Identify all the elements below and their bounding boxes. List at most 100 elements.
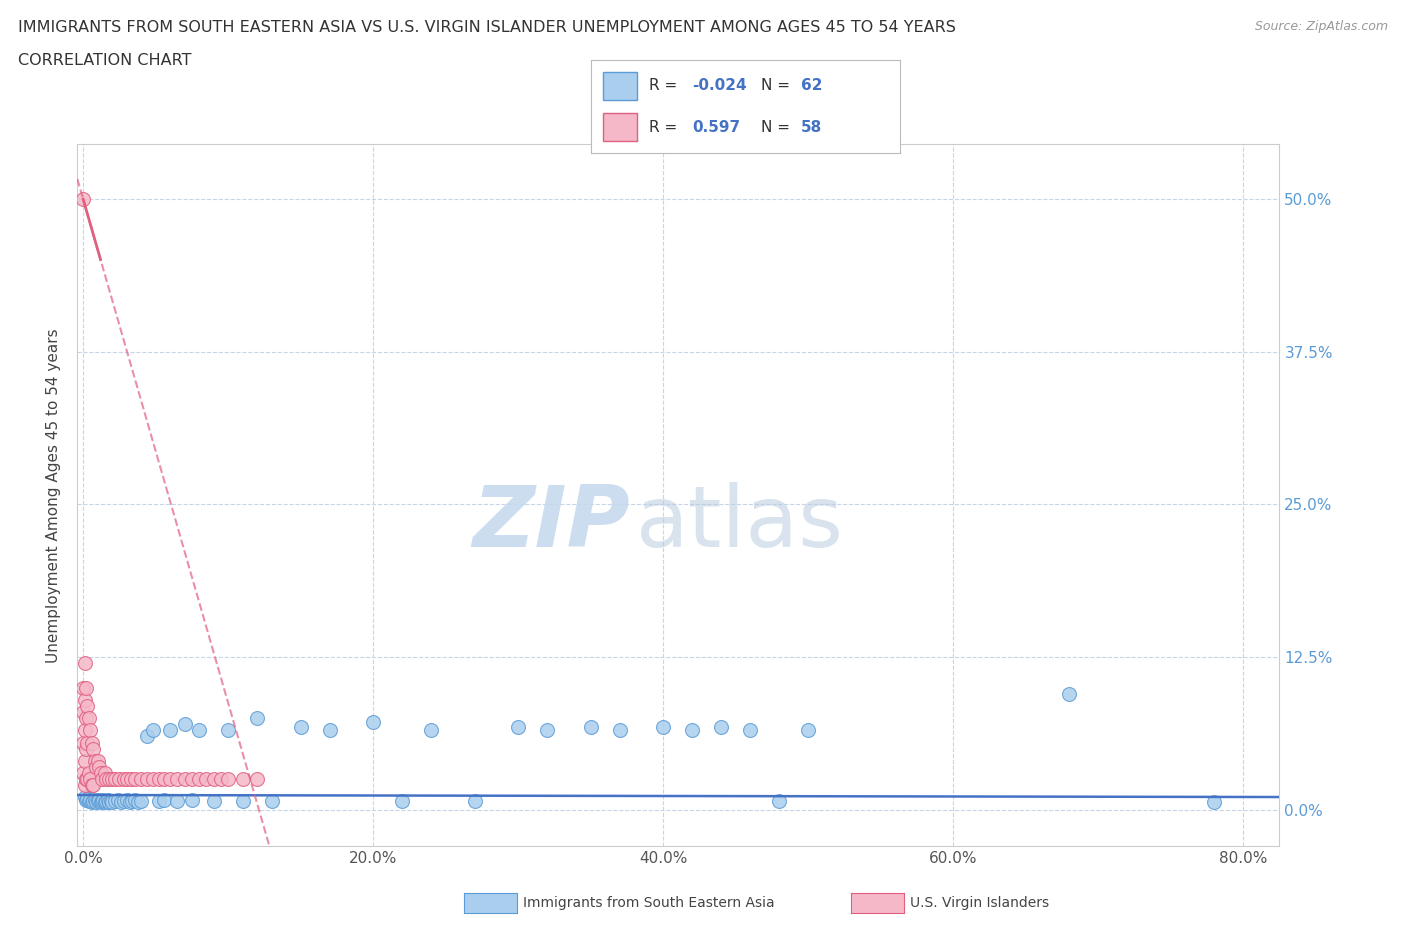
Point <box>768 793 790 808</box>
Point <box>652 719 675 734</box>
Point <box>290 719 312 734</box>
Point <box>536 723 558 737</box>
Point <box>79 792 101 807</box>
Point <box>153 772 176 787</box>
Point <box>188 723 211 737</box>
Point <box>77 765 100 780</box>
Point <box>740 723 762 737</box>
Point <box>115 772 138 787</box>
Point <box>121 793 143 808</box>
Point <box>202 772 225 787</box>
Point <box>118 795 141 810</box>
Text: Source: ZipAtlas.com: Source: ZipAtlas.com <box>1254 20 1388 33</box>
Point <box>173 772 195 787</box>
Point <box>73 753 96 768</box>
Point <box>76 735 98 750</box>
Point <box>166 772 188 787</box>
Point <box>98 795 121 810</box>
Point <box>75 680 97 695</box>
Text: Immigrants from South Eastern Asia: Immigrants from South Eastern Asia <box>523 896 775 910</box>
Point <box>82 793 104 808</box>
Point <box>107 792 129 807</box>
Point <box>104 793 127 808</box>
Point <box>91 793 114 808</box>
Text: CORRELATION CHART: CORRELATION CHART <box>18 53 191 68</box>
Point <box>73 723 96 737</box>
Point <box>361 714 384 729</box>
Point <box>96 793 118 808</box>
Point <box>84 760 107 775</box>
Point <box>166 793 188 808</box>
Point <box>260 793 283 808</box>
Text: IMMIGRANTS FROM SOUTH EASTERN ASIA VS U.S. VIRGIN ISLANDER UNEMPLOYMENT AMONG AG: IMMIGRANTS FROM SOUTH EASTERN ASIA VS U.… <box>18 20 956 35</box>
Point <box>94 765 117 780</box>
Point <box>73 777 96 792</box>
Point <box>232 793 254 808</box>
Point <box>75 792 97 807</box>
Point <box>246 772 269 787</box>
Point <box>129 772 152 787</box>
Text: 58: 58 <box>801 120 823 135</box>
Text: -0.024: -0.024 <box>693 78 747 93</box>
Point <box>100 793 122 808</box>
Point <box>82 741 104 756</box>
Point <box>72 192 94 206</box>
Point <box>79 772 101 787</box>
Point <box>1204 795 1226 810</box>
Point <box>391 793 413 808</box>
Point <box>124 772 146 787</box>
Point <box>188 772 211 787</box>
Point <box>75 741 97 756</box>
Point <box>609 723 631 737</box>
Point <box>93 792 115 807</box>
Point <box>76 791 98 806</box>
Point <box>115 792 138 807</box>
Point <box>91 772 114 787</box>
Point <box>75 711 97 725</box>
Point <box>710 719 733 734</box>
Point <box>209 772 232 787</box>
Point <box>96 772 118 787</box>
Point <box>75 772 97 787</box>
Point <box>86 793 108 808</box>
Point <box>127 795 149 810</box>
Point <box>98 772 121 787</box>
Point <box>202 793 225 808</box>
Point <box>80 795 103 810</box>
Point <box>217 772 239 787</box>
Text: 0.597: 0.597 <box>693 120 741 135</box>
Point <box>246 711 269 725</box>
Bar <box>603 113 637 141</box>
Point <box>73 692 96 707</box>
Point <box>153 792 176 807</box>
Text: U.S. Virgin Islanders: U.S. Virgin Islanders <box>910 896 1049 910</box>
Bar <box>603 72 637 100</box>
Point <box>79 723 101 737</box>
Point <box>1057 686 1080 701</box>
Point <box>142 723 165 737</box>
Text: ZIP: ZIP <box>472 482 630 565</box>
Point <box>180 792 202 807</box>
Point <box>77 711 100 725</box>
Point <box>77 793 100 808</box>
Point <box>464 793 486 808</box>
Point <box>101 795 124 810</box>
Point <box>173 717 195 732</box>
Point <box>72 735 94 750</box>
Point <box>97 792 120 807</box>
Point <box>129 793 152 808</box>
Text: atlas: atlas <box>637 482 845 565</box>
Point <box>232 772 254 787</box>
Text: R =: R = <box>650 120 678 135</box>
Point <box>87 792 110 807</box>
Text: R =: R = <box>650 78 678 93</box>
Point <box>94 795 117 810</box>
Point <box>318 723 340 737</box>
Text: N =: N = <box>761 78 790 93</box>
Point <box>101 772 124 787</box>
Point <box>72 705 94 720</box>
Text: N =: N = <box>761 120 790 135</box>
Point <box>72 680 94 695</box>
Point <box>124 792 146 807</box>
Point <box>87 760 110 775</box>
